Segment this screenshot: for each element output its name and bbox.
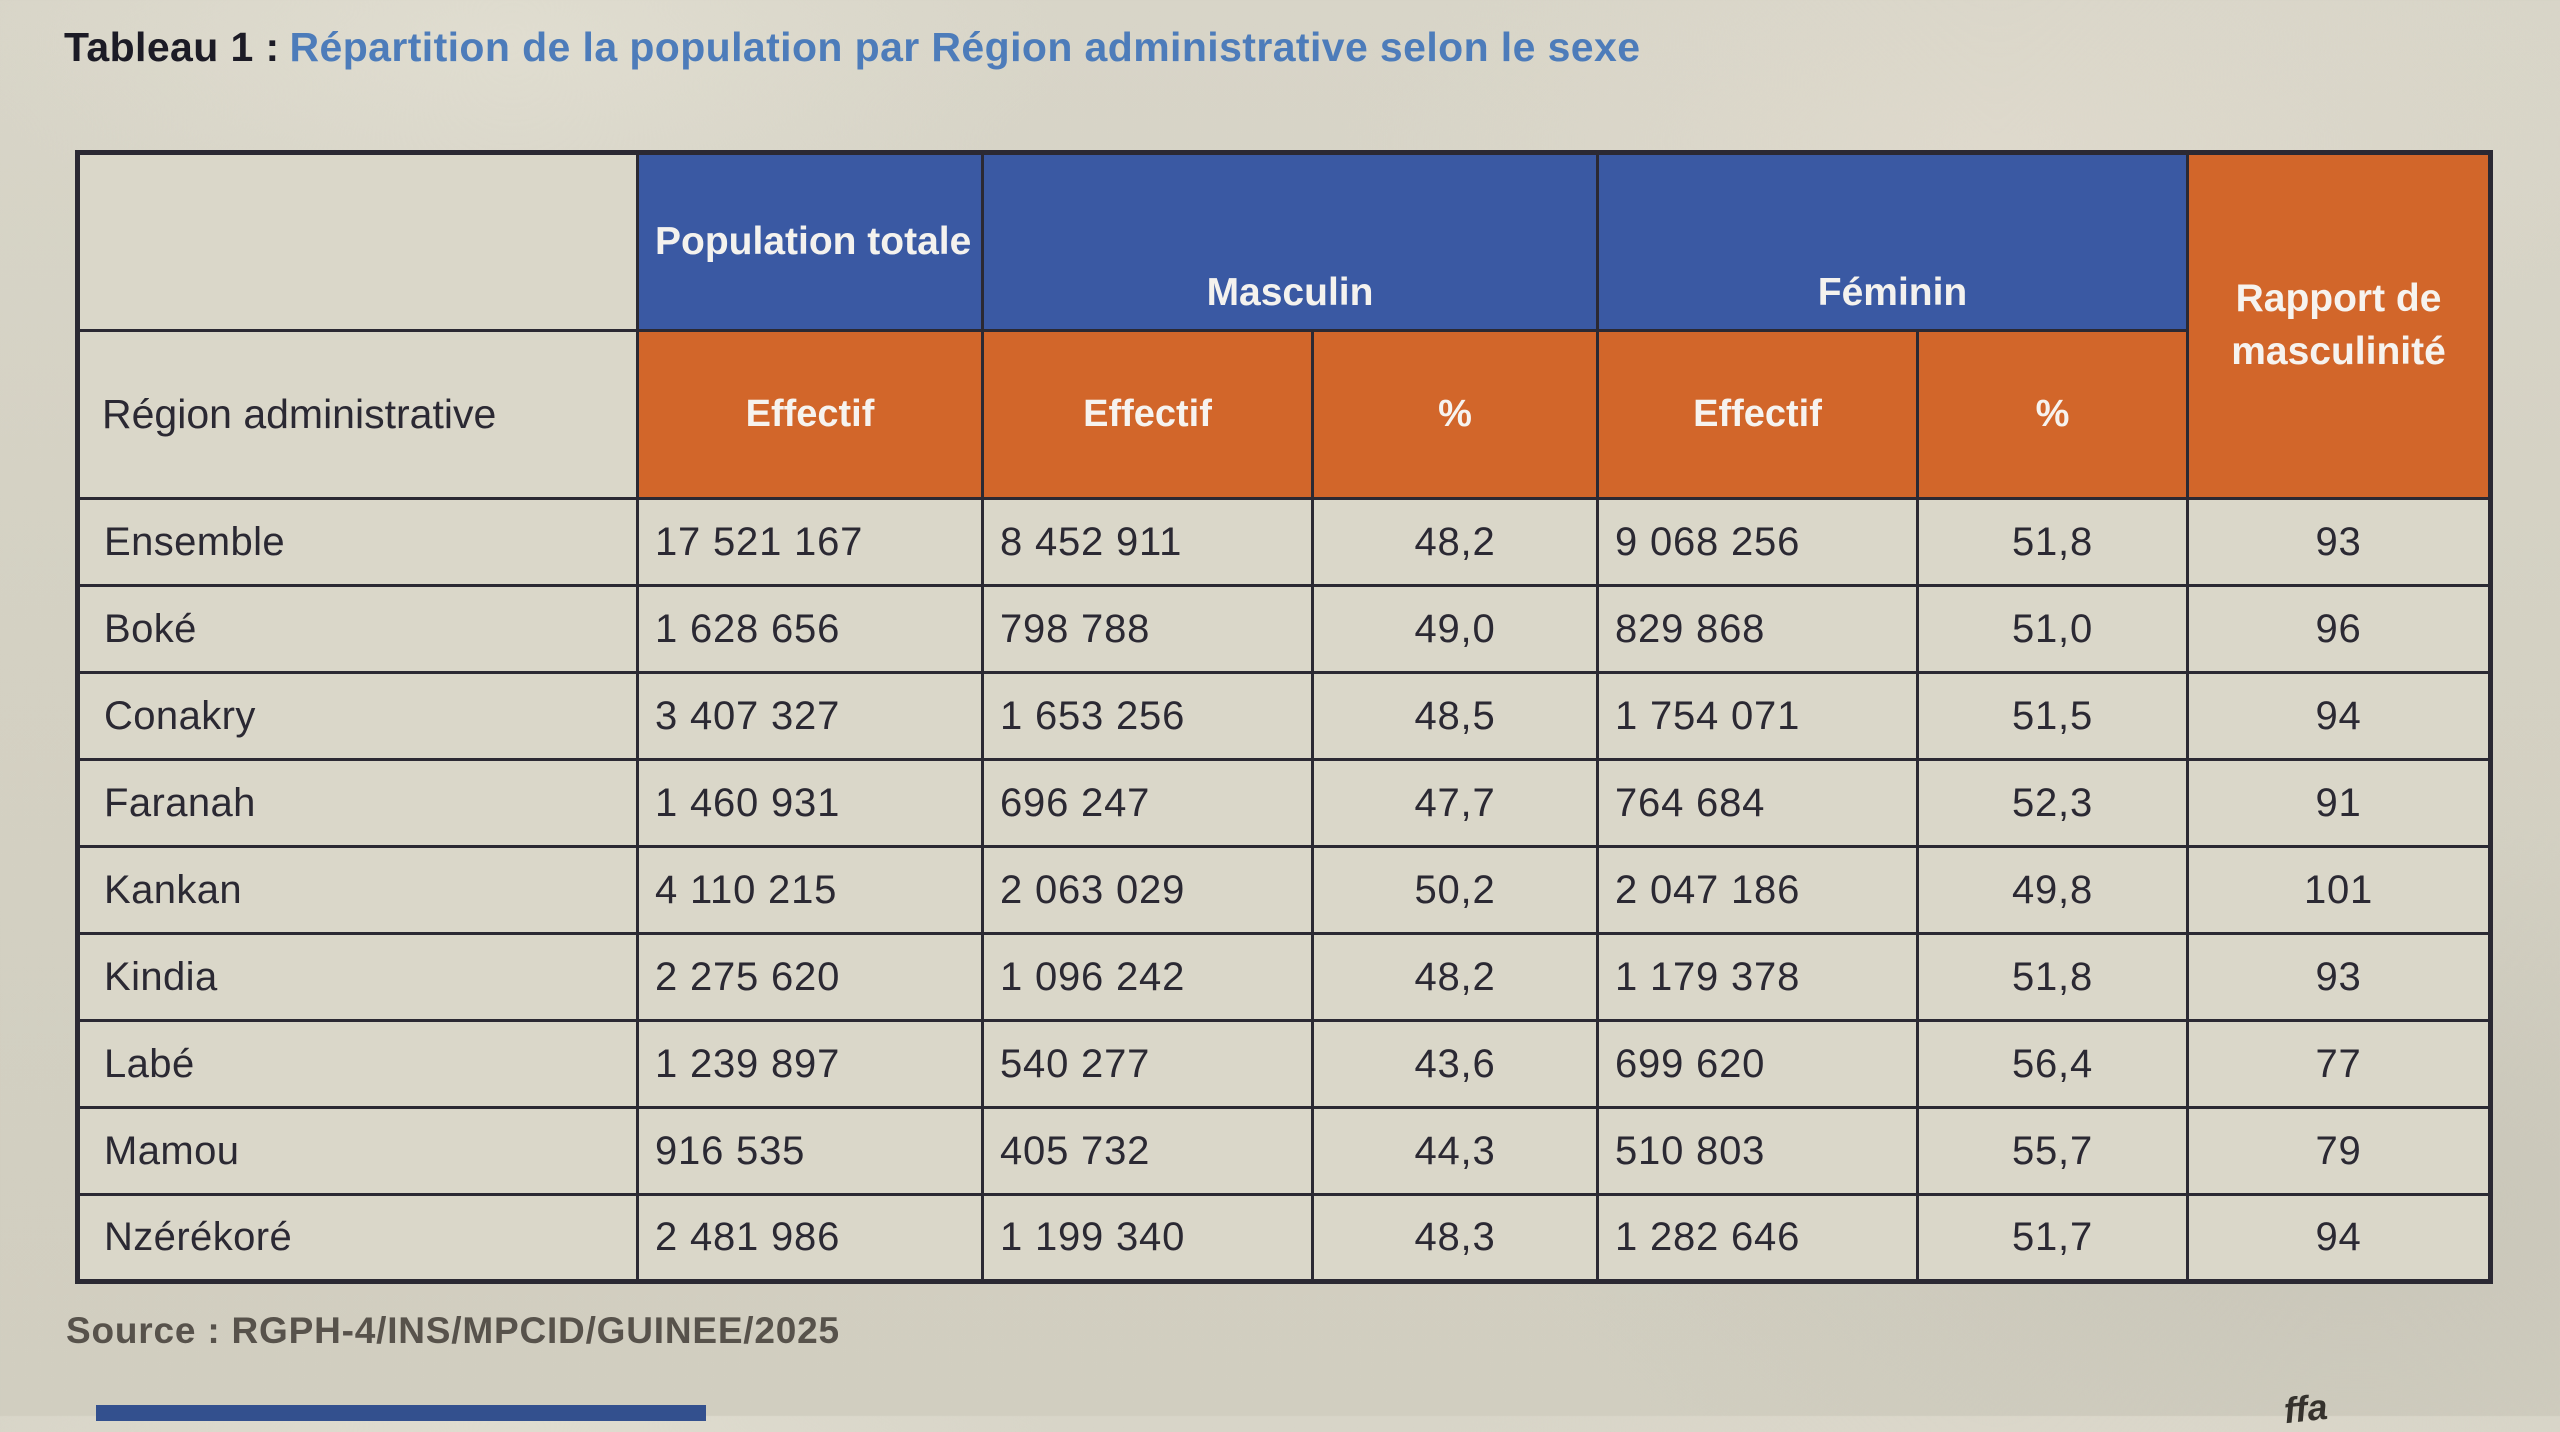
- cell-masc-pct: 48,5: [1311, 671, 1599, 761]
- cell-fem-pct: 51,8: [1915, 932, 2190, 1022]
- cell-rapport: 93: [2186, 932, 2493, 1022]
- subheader-pop-effectif: Effectif: [636, 329, 984, 500]
- header-row-groups: Population totale Masculin Féminin Rappo…: [76, 151, 2493, 500]
- cell-pop-totale: 1 628 656: [636, 584, 984, 674]
- table-number-label: Tableau 1 :: [64, 24, 280, 70]
- cell-pop-totale: 2 481 986: [636, 1193, 984, 1283]
- cell-fem-effectif: 829 868: [1596, 584, 1919, 674]
- table-row-ensemble: Ensemble 17 521 167 8 452 911 48,2 9 068…: [76, 497, 2493, 587]
- row-header-region-administrative: Région administrative: [76, 329, 639, 500]
- col-header-masculin: Masculin: [981, 151, 1599, 332]
- cell-region: Kindia: [76, 932, 639, 1022]
- cell-fem-pct: 55,7: [1915, 1106, 2190, 1196]
- corner-blank-cell: [76, 151, 639, 332]
- cell-fem-pct: 51,7: [1915, 1193, 2190, 1283]
- cell-rapport: 94: [2186, 671, 2493, 761]
- cell-masc-pct: 49,0: [1311, 584, 1599, 674]
- cell-pop-totale: 1 460 931: [636, 758, 984, 848]
- table-row-kankan: Kankan 4 110 215 2 063 029 50,2 2 047 18…: [76, 845, 2493, 935]
- col-header-feminin: Féminin: [1595, 151, 2190, 332]
- cell-masc-effectif: 405 732: [981, 1106, 1314, 1196]
- col-header-rapport-masculinite: Rapport de masculinité: [2186, 151, 2493, 500]
- cell-pop-totale: 17 521 167: [636, 497, 984, 587]
- cell-masc-pct: 48,2: [1311, 497, 1599, 587]
- cell-masc-effectif: 1 199 340: [981, 1193, 1314, 1283]
- cell-rapport: 94: [2186, 1193, 2493, 1283]
- cell-fem-pct: 49,8: [1915, 845, 2190, 935]
- cell-fem-effectif: 2 047 186: [1596, 845, 1919, 935]
- cell-region: Nzérékoré: [76, 1193, 639, 1283]
- cell-fem-effectif: 510 803: [1596, 1106, 1919, 1196]
- cell-fem-pct: 51,8: [1915, 497, 2190, 587]
- header-row-measures: Région administrative Effectif Effectif …: [76, 329, 2491, 500]
- subheader-fem-pct: %: [1915, 329, 2190, 500]
- cell-masc-effectif: 1 096 242: [981, 932, 1314, 1022]
- handwritten-corner-mark: ffa: [2281, 1385, 2330, 1432]
- cell-masc-effectif: 696 247: [981, 758, 1314, 848]
- cell-masc-pct: 50,2: [1311, 845, 1599, 935]
- cell-masc-pct: 44,3: [1311, 1106, 1599, 1196]
- cell-rapport: 96: [2186, 584, 2493, 674]
- table-row-mamou: Mamou 916 535 405 732 44,3 510 803 55,7 …: [76, 1106, 2493, 1196]
- table-title-text: Répartition de la population par Région …: [289, 24, 1641, 70]
- cell-fem-effectif: 1 179 378: [1596, 932, 1919, 1022]
- cell-masc-effectif: 798 788: [981, 584, 1314, 674]
- cell-region: Mamou: [76, 1106, 639, 1196]
- next-section-bar-cutoff: [96, 1405, 706, 1421]
- cell-fem-effectif: 1 282 646: [1596, 1193, 1919, 1283]
- cell-region: Faranah: [76, 758, 639, 848]
- cell-masc-effectif: 1 653 256: [981, 671, 1314, 761]
- cell-fem-pct: 52,3: [1915, 758, 2190, 848]
- cell-region: Kankan: [76, 845, 639, 935]
- cell-masc-effectif: 540 277: [981, 1019, 1314, 1109]
- cell-fem-effectif: 1 754 071: [1596, 671, 1919, 761]
- cell-fem-effectif: 9 068 256: [1596, 497, 1919, 587]
- subheader-masc-effectif: Effectif: [981, 329, 1314, 500]
- cell-masc-pct: 48,3: [1311, 1193, 1599, 1283]
- cell-rapport: 79: [2186, 1106, 2493, 1196]
- table-row-labe: Labé 1 239 897 540 277 43,6 699 620 56,4…: [76, 1019, 2493, 1109]
- cell-pop-totale: 3 407 327: [636, 671, 984, 761]
- cell-rapport: 91: [2186, 758, 2493, 848]
- cell-region: Labé: [76, 1019, 639, 1109]
- cell-pop-totale: 916 535: [636, 1106, 984, 1196]
- population-by-region-table: Population totale Masculin Féminin Rappo…: [75, 150, 2494, 1284]
- subheader-masc-pct: %: [1311, 329, 1599, 500]
- table-row-faranah: Faranah 1 460 931 696 247 47,7 764 684 5…: [76, 758, 2493, 848]
- cell-fem-pct: 51,5: [1915, 671, 2190, 761]
- source-note: Source : RGPH-4/INS/MPCID/GUINEE/2025: [66, 1310, 840, 1351]
- cell-pop-totale: 1 239 897: [636, 1019, 984, 1109]
- table-row-kindia: Kindia 2 275 620 1 096 242 48,2 1 179 37…: [76, 932, 2493, 1022]
- subheader-fem-effectif: Effectif: [1596, 329, 1919, 500]
- col-header-population-totale: Population totale: [636, 151, 984, 332]
- cell-fem-pct: 51,0: [1915, 584, 2190, 674]
- table-row-boke: Boké 1 628 656 798 788 49,0 829 868 51,0…: [76, 584, 2493, 674]
- cell-rapport: 101: [2186, 845, 2493, 935]
- cell-region: Boké: [76, 584, 639, 674]
- cell-fem-pct: 56,4: [1915, 1019, 2190, 1109]
- cell-masc-pct: 43,6: [1311, 1019, 1599, 1109]
- cell-rapport: 93: [2186, 497, 2493, 587]
- cell-fem-effectif: 764 684: [1596, 758, 1919, 848]
- cell-masc-effectif: 8 452 911: [981, 497, 1314, 587]
- cell-region: Ensemble: [76, 497, 639, 587]
- page-title: Tableau 1 : Répartition de la population …: [64, 24, 1640, 71]
- cell-region: Conakry: [76, 671, 639, 761]
- cell-pop-totale: 4 110 215: [636, 845, 984, 935]
- table-row-conakry: Conakry 3 407 327 1 653 256 48,5 1 754 0…: [76, 671, 2493, 761]
- table-row-nzerekore: Nzérékoré 2 481 986 1 199 340 48,3 1 282…: [76, 1193, 2493, 1283]
- cell-masc-pct: 47,7: [1311, 758, 1599, 848]
- cell-rapport: 77: [2186, 1019, 2493, 1109]
- cell-pop-totale: 2 275 620: [636, 932, 984, 1022]
- cell-masc-effectif: 2 063 029: [981, 845, 1314, 935]
- cell-fem-effectif: 699 620: [1596, 1019, 1919, 1109]
- cell-masc-pct: 48,2: [1311, 932, 1599, 1022]
